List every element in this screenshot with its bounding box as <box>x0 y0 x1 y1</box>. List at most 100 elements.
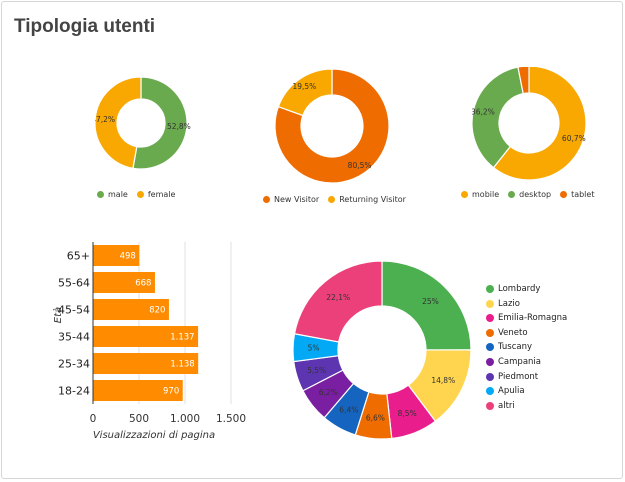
legend-swatch <box>486 343 494 352</box>
region-slice-lombardy[interactable] <box>381 260 472 351</box>
region-legend-item-altri[interactable]: altri <box>486 401 567 411</box>
bar-value-label: 820 <box>149 306 165 316</box>
bar-18-24[interactable] <box>93 380 183 401</box>
legend-label: male <box>108 190 128 199</box>
gender-label-female: 47,2% <box>95 115 115 124</box>
visitor-legend-item-returning-visitor[interactable]: Returning Visitor <box>328 195 406 204</box>
region-legend-item-tuscany[interactable]: Tuscany <box>486 342 567 352</box>
region-legend-item-campania[interactable]: Campania <box>486 357 567 367</box>
y-category-label: 18-24 <box>58 385 90 398</box>
age-bar-chart: 0 500 1.000 1.500 498 65+ 668 55-64 820 45-54 1.13… <box>52 242 246 441</box>
legend-label: desktop <box>519 190 552 199</box>
region-legend-item-veneto[interactable]: Veneto <box>486 328 567 338</box>
device-label-mobile: 60,7% <box>562 134 586 143</box>
region-label-piedmont: 5,5% <box>307 366 326 375</box>
bar-value-label: 668 <box>135 279 151 289</box>
visitor-slice-new-visitor[interactable] <box>275 68 389 184</box>
legend-swatch <box>486 401 494 410</box>
legend-label: Returning Visitor <box>339 195 406 204</box>
gender-legend-item-female[interactable]: female <box>136 190 176 199</box>
region-label-campania: 6,2% <box>319 388 338 397</box>
legend-swatch <box>508 191 516 198</box>
legend-label: tablet <box>571 190 595 199</box>
gender-donut-chart: 52,8% 47,2% <box>95 76 191 170</box>
card-title: Tipologia utenti <box>14 16 156 37</box>
gender-slice-female[interactable] <box>95 76 142 169</box>
region-label-tuscany: 6,4% <box>339 405 358 414</box>
legend-swatch <box>486 387 494 396</box>
x-tick-label: 1.500 <box>216 413 246 425</box>
legend-swatch <box>486 372 494 381</box>
legend-swatch <box>560 191 568 198</box>
legend-label: altri <box>498 400 515 411</box>
region-legend-item-lombardy[interactable]: Lombardy <box>486 284 567 294</box>
region-legend-item-piedmont[interactable]: Piedmont <box>486 372 567 382</box>
bar-45-54[interactable] <box>93 299 169 320</box>
gender-label-male: 52,8% <box>167 122 191 131</box>
bar-value-label: 498 <box>120 252 136 262</box>
y-category-label: 25-34 <box>58 358 90 371</box>
device-legend: mobile desktop tablet <box>461 190 603 200</box>
legend-label: Emilia-Romagna <box>498 313 568 324</box>
region-label-emilia-romagna: 8,5% <box>398 409 417 418</box>
legend-swatch <box>486 285 494 293</box>
region-label-lombardy: 25% <box>422 297 439 306</box>
region-legend-item-lazio[interactable]: Lazio <box>486 299 567 309</box>
legend-label: New Visitor <box>274 195 320 204</box>
region-legend-item-apulia[interactable]: Apulia <box>486 386 567 396</box>
legend-label: Tuscany <box>498 342 533 353</box>
y-axis-title: Età <box>52 307 64 323</box>
legend-swatch <box>263 196 270 203</box>
gender-legend: male female <box>97 190 184 200</box>
region-label-lazio: 14,8% <box>431 376 455 385</box>
visitor-label-new-visitor: 80,5% <box>348 161 372 170</box>
y-category-label: 45-54 <box>58 304 90 317</box>
legend-label: Veneto <box>498 327 528 338</box>
device-label-desktop: 36,2% <box>472 107 495 116</box>
region-legend-item-emilia-romagna[interactable]: Emilia-Romagna <box>486 313 567 323</box>
device-legend-item-mobile[interactable]: mobile <box>461 190 499 199</box>
legend-label: Piedmont <box>498 371 539 382</box>
x-axis-title: Visualizzazioni di pagina <box>93 430 215 441</box>
bar-value-label: 1.137 <box>170 333 194 343</box>
y-category-label: 35-44 <box>58 331 90 344</box>
visitor-slice-returning-visitor[interactable] <box>277 68 333 117</box>
visitor-donut-chart: 80,5% 19,5% <box>275 68 389 184</box>
bar-65[interactable] <box>93 245 140 266</box>
y-category-label: 65+ <box>67 250 90 263</box>
legend-label: female <box>147 190 176 199</box>
bar-value-label: 1.138 <box>170 360 194 370</box>
region-legend: Lombardy Lazio Emilia-Romagna Veneto Tuscany… <box>486 284 567 415</box>
legend-swatch <box>97 191 104 198</box>
visitor-legend-item-new-visitor[interactable]: New Visitor <box>263 195 319 204</box>
device-slice-mobile[interactable] <box>492 67 586 181</box>
y-category-label: 55-64 <box>58 277 90 290</box>
gender-legend-item-male[interactable]: male <box>97 190 128 199</box>
legend-swatch <box>486 299 494 308</box>
device-slice-tablet[interactable] <box>517 67 530 95</box>
legend-swatch <box>486 357 494 366</box>
bar-35-44[interactable] <box>93 326 199 347</box>
bar-value-label: 970 <box>163 387 179 397</box>
bar-25-34[interactable] <box>93 353 199 374</box>
device-legend-item-tablet[interactable]: tablet <box>560 190 594 199</box>
legend-label: Apulia <box>498 386 525 397</box>
legend-label: Lazio <box>498 298 520 309</box>
region-slice-altri[interactable] <box>293 260 383 343</box>
x-tick-label: 1.000 <box>170 413 200 425</box>
region-label-apulia: 5% <box>308 344 320 353</box>
region-label-altri: 22,1% <box>326 293 350 302</box>
device-legend-item-desktop[interactable]: desktop <box>508 190 551 199</box>
gender-slice-male[interactable] <box>132 76 188 170</box>
bar-55-64[interactable] <box>93 272 155 293</box>
legend-swatch <box>486 328 494 337</box>
legend-label: Lombardy <box>498 284 541 294</box>
device-slice-desktop[interactable] <box>472 67 524 169</box>
visitor-label-returning-visitor: 19,5% <box>292 82 316 91</box>
legend-swatch <box>461 191 468 198</box>
legend-swatch <box>136 191 144 198</box>
legend-swatch <box>328 196 336 203</box>
device-donut-chart: 60,7% 36,2% <box>472 67 586 181</box>
region-label-veneto: 6,6% <box>366 414 385 423</box>
visitor-legend: New Visitor Returning Visitor <box>263 195 415 205</box>
